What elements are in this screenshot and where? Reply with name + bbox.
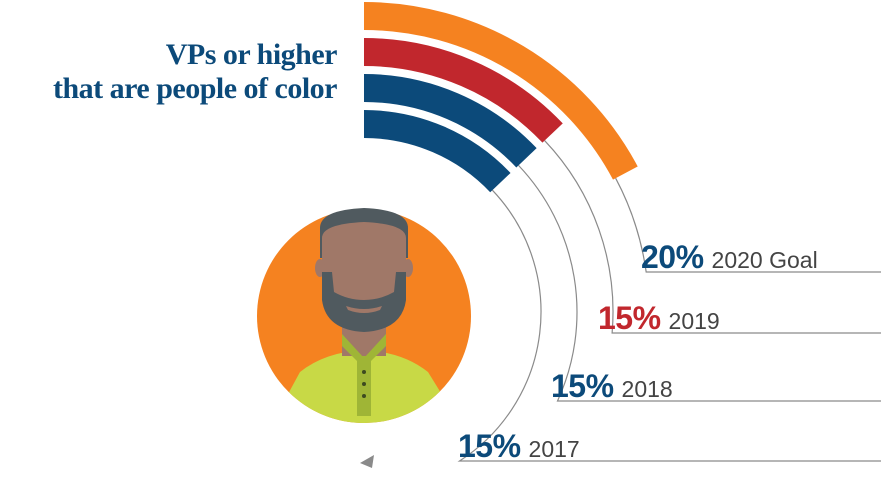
data-label-value: 15%: [598, 300, 661, 336]
title-line-2: that are people of color: [52, 72, 338, 105]
leader-line-3: [457, 189, 881, 462]
data-label-value: 15%: [551, 368, 614, 404]
avatar-button-2: [362, 394, 366, 398]
title-line-1: VPs or higher: [165, 38, 338, 71]
leader-line-1: [544, 140, 881, 334]
arc-bar-0: [363, 2, 638, 180]
person-avatar-icon: [257, 208, 471, 423]
arc-bar-2: [363, 74, 537, 168]
arc-bar-1: [363, 38, 563, 143]
data-label-year: 2017: [528, 436, 580, 462]
data-label-0: 20% 2020 Goal: [641, 241, 818, 273]
chart-title: VPs or higher that are people of color: [7, 38, 338, 106]
data-label-1: 15% 2019: [598, 302, 720, 334]
leader-line-2: [518, 164, 881, 402]
arc-bars: [363, 2, 638, 193]
data-label-value: 15%: [458, 428, 521, 464]
data-label-2: 15% 2018: [551, 370, 673, 402]
data-label-year: 2020 Goal: [711, 247, 818, 273]
data-label-value: 20%: [641, 239, 704, 275]
data-label-year: 2019: [668, 308, 720, 334]
avatar-button-1: [362, 382, 366, 386]
avatar-mouth: [346, 306, 382, 313]
leader-lines: [360, 140, 881, 468]
leader-line-0: [615, 177, 881, 273]
avatar-button-0: [362, 370, 366, 374]
avatar-beard: [322, 272, 406, 332]
data-label-3: 15% 2017: [458, 430, 580, 462]
data-label-year: 2018: [621, 376, 673, 402]
leader-arrow-head: [360, 455, 374, 468]
arc-bar-3: [363, 110, 511, 193]
